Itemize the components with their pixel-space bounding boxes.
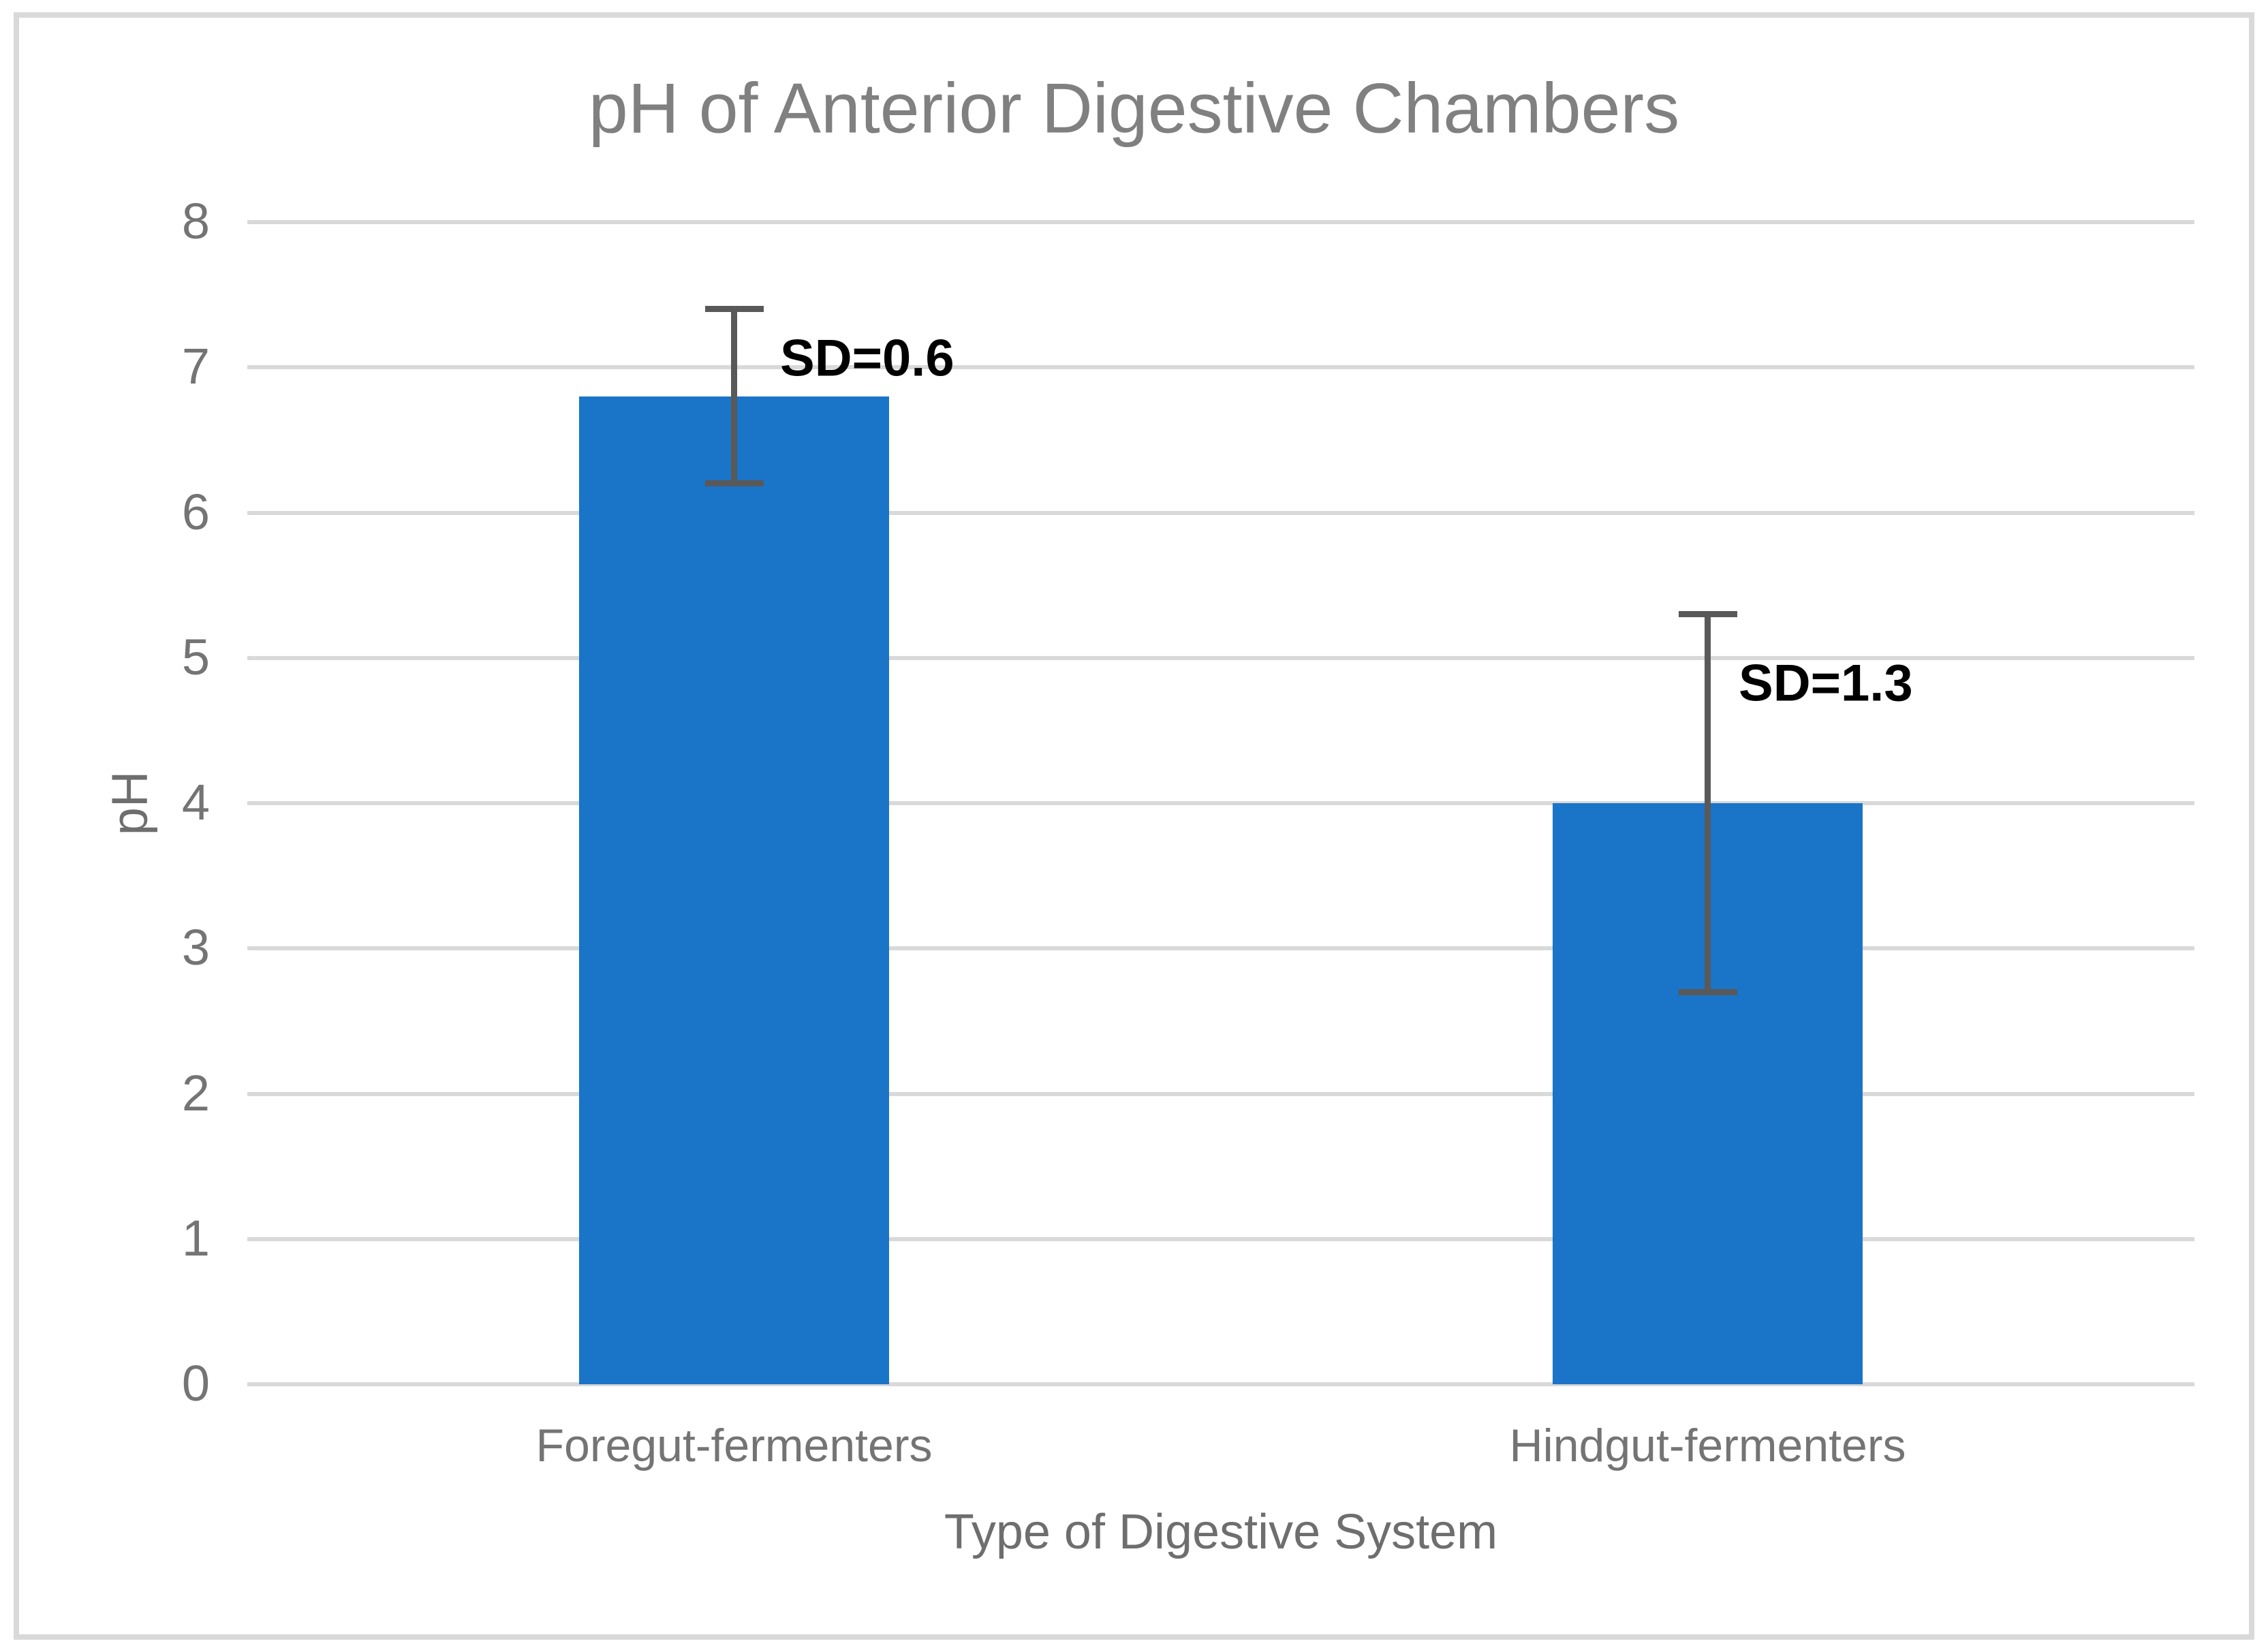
gridline-y0 xyxy=(247,1382,2194,1386)
gridline-y7 xyxy=(247,365,2194,370)
y-axis-title: pH xyxy=(101,770,158,836)
gridline-y3 xyxy=(247,946,2194,951)
error-bar-cap-bottom xyxy=(1678,988,1737,995)
y-tick-label-0: 0 xyxy=(181,1354,210,1412)
plot-area: Type of Digestive System 0 1 2 3 4 5 6 7 8 SD=0.6… xyxy=(182,193,2194,1559)
sd-label-2: SD=1.3 xyxy=(1739,654,1913,713)
error-bar-cap-top xyxy=(704,306,764,313)
sd-label-1: SD=0.6 xyxy=(780,329,954,388)
gridline-y8 xyxy=(247,220,2194,224)
category-label-foregut-fermenters: Foregut-fermenters xyxy=(535,1420,933,1471)
chart-title: pH of Anterior Digestive Chambers xyxy=(588,69,1680,149)
y-tick-label-4: 4 xyxy=(181,773,210,830)
y-tick-label-2: 2 xyxy=(181,1064,210,1121)
x-axis-title: Type of Digestive System xyxy=(944,1505,1498,1559)
error-bar-line xyxy=(1705,614,1711,993)
error-bar-cap-top xyxy=(1678,611,1737,618)
y-tick-label-8: 8 xyxy=(181,192,210,249)
category-label-hindgut-fermenters: Hindgut-fermenters xyxy=(1509,1420,1906,1471)
gridline-y1 xyxy=(247,1236,2194,1241)
gridline-y4 xyxy=(247,801,2194,805)
gridline-y2 xyxy=(247,1091,2194,1096)
y-tick-label-3: 3 xyxy=(181,919,210,976)
y-tick-label-7: 7 xyxy=(181,338,210,395)
gridline-y5 xyxy=(247,655,2194,660)
y-tick-label-5: 5 xyxy=(181,628,210,685)
error-bar-cap-bottom xyxy=(704,480,764,487)
bar-foregut-fermenters xyxy=(579,396,889,1384)
y-tick-label-6: 6 xyxy=(181,483,210,540)
y-tick-label-1: 1 xyxy=(181,1209,210,1266)
error-bar-line xyxy=(731,309,737,484)
gridline-y6 xyxy=(247,510,2194,515)
